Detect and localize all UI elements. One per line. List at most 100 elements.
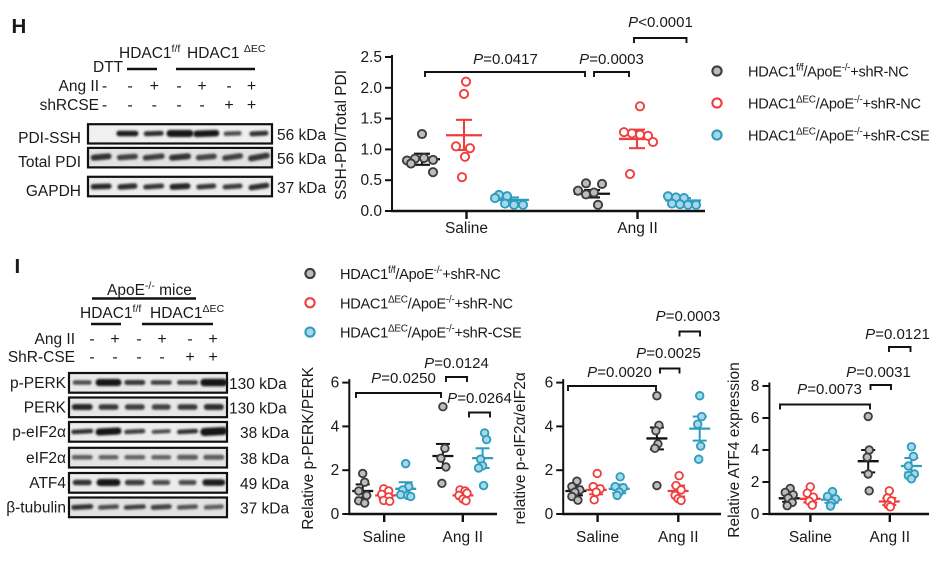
svg-text:HDAC1f/f: HDAC1f/f: [80, 303, 141, 322]
svg-text:-: -: [136, 349, 141, 366]
svg-text:38 kDa: 38 kDa: [240, 451, 289, 468]
svg-text:HDAC1f/f/ApoE-/-+shR-NC: HDAC1f/f/ApoE-/-+shR-NC: [340, 265, 501, 283]
svg-text:P=0.0121: P=0.0121: [865, 326, 930, 343]
svg-text:0: 0: [545, 506, 554, 523]
svg-text:37 kDa: 37 kDa: [277, 180, 326, 197]
svg-text:-: -: [127, 97, 132, 114]
svg-text:37 kDa: 37 kDa: [240, 501, 289, 518]
svg-text:0.0: 0.0: [360, 203, 382, 220]
svg-text:P=0.0250: P=0.0250: [371, 370, 436, 387]
svg-text:4: 4: [545, 418, 554, 435]
svg-text:Ang II: Ang II: [59, 78, 100, 95]
svg-text:relative p-eIF2α/eIF2α: relative p-eIF2α/eIF2α: [512, 372, 529, 524]
svg-text:+: +: [110, 331, 119, 348]
svg-text:HDAC1f/f: HDAC1f/f: [119, 43, 180, 62]
svg-text:P=0.0124: P=0.0124: [424, 355, 489, 372]
svg-text:-: -: [136, 331, 141, 348]
svg-text:+: +: [224, 97, 233, 114]
svg-text:P=0.0073: P=0.0073: [797, 381, 862, 398]
svg-text:HDAC1 ΔEC: HDAC1 ΔEC: [187, 43, 266, 62]
svg-text:SSH-PDI/Total PDI: SSH-PDI/Total PDI: [333, 70, 350, 200]
svg-text:P=0.0417: P=0.0417: [473, 51, 538, 68]
svg-text:P=0.0003: P=0.0003: [579, 51, 644, 68]
svg-text:Saline: Saline: [363, 529, 406, 546]
svg-text:Total PDI: Total PDI: [18, 154, 81, 171]
svg-text:Ang II: Ang II: [870, 529, 911, 546]
svg-text:-: -: [199, 97, 204, 114]
svg-text:-: -: [102, 97, 107, 114]
svg-text:2: 2: [545, 462, 554, 479]
svg-text:Relative p-PERK/PERK: Relative p-PERK/PERK: [300, 366, 317, 529]
svg-text:HDAC1ΔEC/ApoE-/-+shR-NC: HDAC1ΔEC/ApoE-/-+shR-NC: [340, 294, 513, 312]
svg-text:56 kDa: 56 kDa: [277, 151, 326, 168]
svg-text:ATF4: ATF4: [29, 475, 66, 492]
svg-text:P<0.0001: P<0.0001: [628, 14, 693, 31]
svg-text:6: 6: [751, 410, 760, 427]
svg-text:-: -: [226, 78, 231, 95]
svg-text:+: +: [208, 331, 217, 348]
svg-text:56 kDa: 56 kDa: [277, 127, 326, 144]
svg-text:HDAC1ΔEC/ApoE-/-+shR-NC: HDAC1ΔEC/ApoE-/-+shR-NC: [748, 95, 921, 113]
svg-text:-: -: [127, 78, 132, 95]
svg-text:+: +: [185, 349, 194, 366]
svg-text:-: -: [152, 97, 157, 114]
svg-text:p-eIF2α: p-eIF2α: [12, 424, 66, 441]
svg-text:P=0.0003: P=0.0003: [656, 308, 721, 325]
svg-text:2: 2: [331, 462, 340, 479]
svg-text:HDAC1ΔEC: HDAC1ΔEC: [150, 303, 225, 322]
svg-text:-: -: [176, 78, 181, 95]
svg-text:P=0.0025: P=0.0025: [636, 345, 701, 362]
svg-text:2.5: 2.5: [360, 49, 382, 66]
svg-text:P=0.0264: P=0.0264: [447, 390, 512, 407]
svg-text:Saline: Saline: [445, 220, 488, 237]
svg-text:shRCSE: shRCSE: [40, 97, 99, 114]
svg-text:β-tubulin: β-tubulin: [6, 500, 66, 517]
svg-text:Saline: Saline: [576, 529, 619, 546]
svg-text:1.5: 1.5: [360, 111, 382, 128]
svg-text:4: 4: [751, 442, 760, 459]
svg-text:38 kDa: 38 kDa: [240, 425, 289, 442]
svg-text:P=0.0020: P=0.0020: [587, 364, 652, 381]
svg-text:Ang II: Ang II: [617, 220, 658, 237]
svg-text:+: +: [197, 78, 206, 95]
svg-text:+: +: [247, 78, 256, 95]
svg-text:Relative ATF4 expression: Relative ATF4 expression: [726, 362, 743, 537]
svg-text:0: 0: [331, 506, 340, 523]
svg-text:ShR-CSE: ShR-CSE: [8, 349, 75, 366]
svg-text:Ang II: Ang II: [35, 331, 76, 348]
svg-text:eIF2α: eIF2α: [26, 450, 66, 467]
svg-text:HDAC1ΔEC/ApoE-/-+shR-CSE: HDAC1ΔEC/ApoE-/-+shR-CSE: [748, 127, 930, 145]
svg-text:p-PERK: p-PERK: [10, 375, 67, 392]
svg-text:-: -: [89, 331, 94, 348]
svg-text:+: +: [150, 78, 159, 95]
svg-text:2.0: 2.0: [360, 80, 382, 97]
svg-text:PDI-SSH: PDI-SSH: [18, 130, 81, 147]
svg-text:-: -: [159, 349, 164, 366]
svg-text:Saline: Saline: [789, 529, 832, 546]
svg-text:+: +: [208, 349, 217, 366]
svg-text:P=0.0031: P=0.0031: [846, 364, 911, 381]
svg-text:H: H: [12, 15, 27, 38]
svg-text:-: -: [102, 78, 107, 95]
svg-text:+: +: [157, 331, 166, 348]
svg-text:0: 0: [751, 506, 760, 523]
svg-text:8: 8: [751, 378, 760, 395]
svg-text:HDAC1f/f/ApoE-/-+shR-NC: HDAC1f/f/ApoE-/-+shR-NC: [748, 63, 909, 81]
svg-text:I: I: [15, 255, 21, 278]
svg-text:-: -: [176, 97, 181, 114]
svg-text:49 kDa: 49 kDa: [240, 476, 289, 493]
svg-text:130 kDa: 130 kDa: [229, 376, 287, 393]
svg-text:0.5: 0.5: [360, 172, 382, 189]
svg-text:DTT: DTT: [93, 59, 124, 76]
svg-text:4: 4: [331, 418, 340, 435]
svg-text:HDAC1ΔEC/ApoE-/-+shR-CSE: HDAC1ΔEC/ApoE-/-+shR-CSE: [340, 324, 522, 342]
svg-text:PERK: PERK: [24, 400, 67, 417]
svg-text:-: -: [89, 349, 94, 366]
svg-text:6: 6: [331, 375, 340, 392]
svg-text:130 kDa: 130 kDa: [229, 401, 287, 418]
svg-text:-: -: [187, 331, 192, 348]
svg-text:1.0: 1.0: [360, 141, 382, 158]
svg-text:ApoE-/- mice: ApoE-/- mice: [107, 280, 192, 299]
svg-text:GAPDH: GAPDH: [26, 183, 81, 200]
svg-text:-: -: [112, 349, 117, 366]
